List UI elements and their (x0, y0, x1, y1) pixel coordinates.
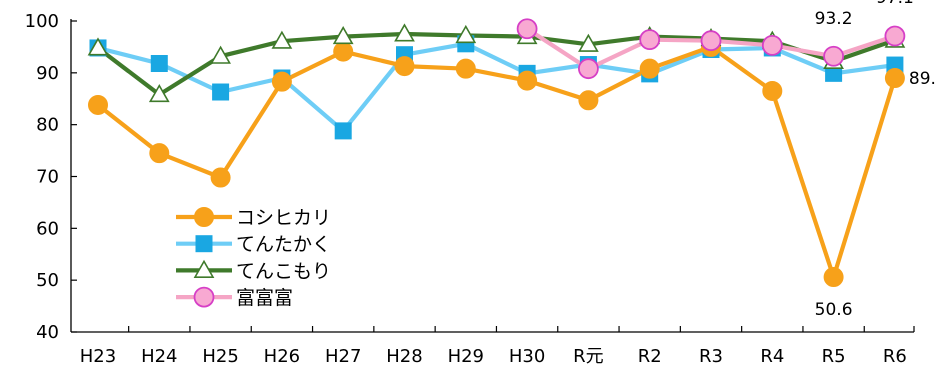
data-point (578, 33, 599, 52)
y-tick-label: 60 (36, 218, 59, 239)
x-tick-label: H23 (80, 346, 116, 367)
data-point (88, 94, 108, 115)
x-tick-label: R5 (822, 346, 846, 367)
data-point (884, 68, 905, 89)
data-label: 93.2 (815, 9, 853, 29)
data-point (823, 45, 844, 67)
data-point (149, 143, 170, 164)
data-point (333, 41, 354, 62)
data-point (762, 80, 783, 101)
legend-label: 富富富 (236, 287, 293, 309)
data-point (823, 267, 844, 288)
x-tick-label: R6 (883, 346, 907, 367)
x-tick-label: R2 (638, 346, 662, 367)
y-tick-label: 80 (36, 115, 59, 136)
data-point (517, 70, 538, 91)
data-point (210, 167, 231, 188)
series-line-1 (96, 44, 897, 280)
data-point (761, 34, 783, 56)
data-point (212, 83, 230, 101)
series-markers (87, 18, 906, 288)
data-point (700, 30, 722, 52)
data-point (455, 58, 476, 79)
data-labels: 93.2 97.1 89.0 50.6 (815, 0, 936, 320)
legend-marker (195, 235, 213, 253)
data-point (271, 71, 292, 92)
data-point (334, 122, 352, 140)
data-point (639, 58, 660, 79)
data-point (148, 83, 170, 103)
x-tick-label: H24 (141, 346, 177, 367)
legend-marker (193, 286, 215, 308)
legend-label: てんたかく (236, 234, 331, 256)
x-tick-label: H30 (509, 346, 545, 367)
data-point (884, 25, 906, 47)
data-point (394, 23, 415, 42)
x-tick-label: R4 (760, 346, 784, 367)
y-tick-label: 100 (25, 11, 59, 32)
data-point (87, 37, 109, 56)
x-tick-label: R3 (699, 346, 723, 367)
data-label: 89.0 (909, 69, 936, 89)
legend-label: てんこもり (236, 260, 331, 282)
data-point (516, 18, 538, 40)
legend-item: コシヒカリ (176, 207, 331, 229)
legend-marker (194, 207, 214, 227)
legend-label: コシヒカリ (236, 207, 331, 229)
legend-marker (193, 259, 215, 278)
data-point (210, 45, 231, 64)
y-tick-label: 90 (36, 63, 59, 84)
series-lines (96, 27, 897, 280)
data-point (639, 29, 661, 51)
y-tick-label: 70 (36, 167, 59, 188)
data-point (332, 25, 354, 45)
data-point (271, 30, 293, 49)
series-line-2 (97, 41, 896, 133)
data-point (578, 90, 599, 111)
y-tick-label: 40 (36, 322, 59, 343)
legend-item: 富富富 (176, 286, 293, 309)
x-tick-label: R元 (573, 346, 604, 367)
legend-item: てんこもり (176, 259, 331, 282)
data-label: 97.1 (876, 0, 914, 8)
x-tick-label: H25 (202, 346, 238, 367)
data-point (394, 56, 415, 77)
x-tick-label: H26 (264, 346, 300, 367)
data-point (150, 55, 168, 73)
legend-item: てんたかく (176, 234, 331, 256)
chart-axes: 40 50 60 70 80 90 100 H23 H24 H25 H26 H27 H28 H29 H30 R… (25, 11, 915, 367)
data-label: 50.6 (815, 300, 853, 320)
x-tick-label: H29 (448, 346, 484, 367)
x-tick-label: H27 (325, 346, 361, 367)
y-tick-label: 50 (36, 270, 59, 291)
x-tick-label: H28 (386, 346, 422, 367)
data-point (578, 58, 599, 80)
data-point (455, 24, 477, 44)
series-line-3 (96, 31, 896, 97)
